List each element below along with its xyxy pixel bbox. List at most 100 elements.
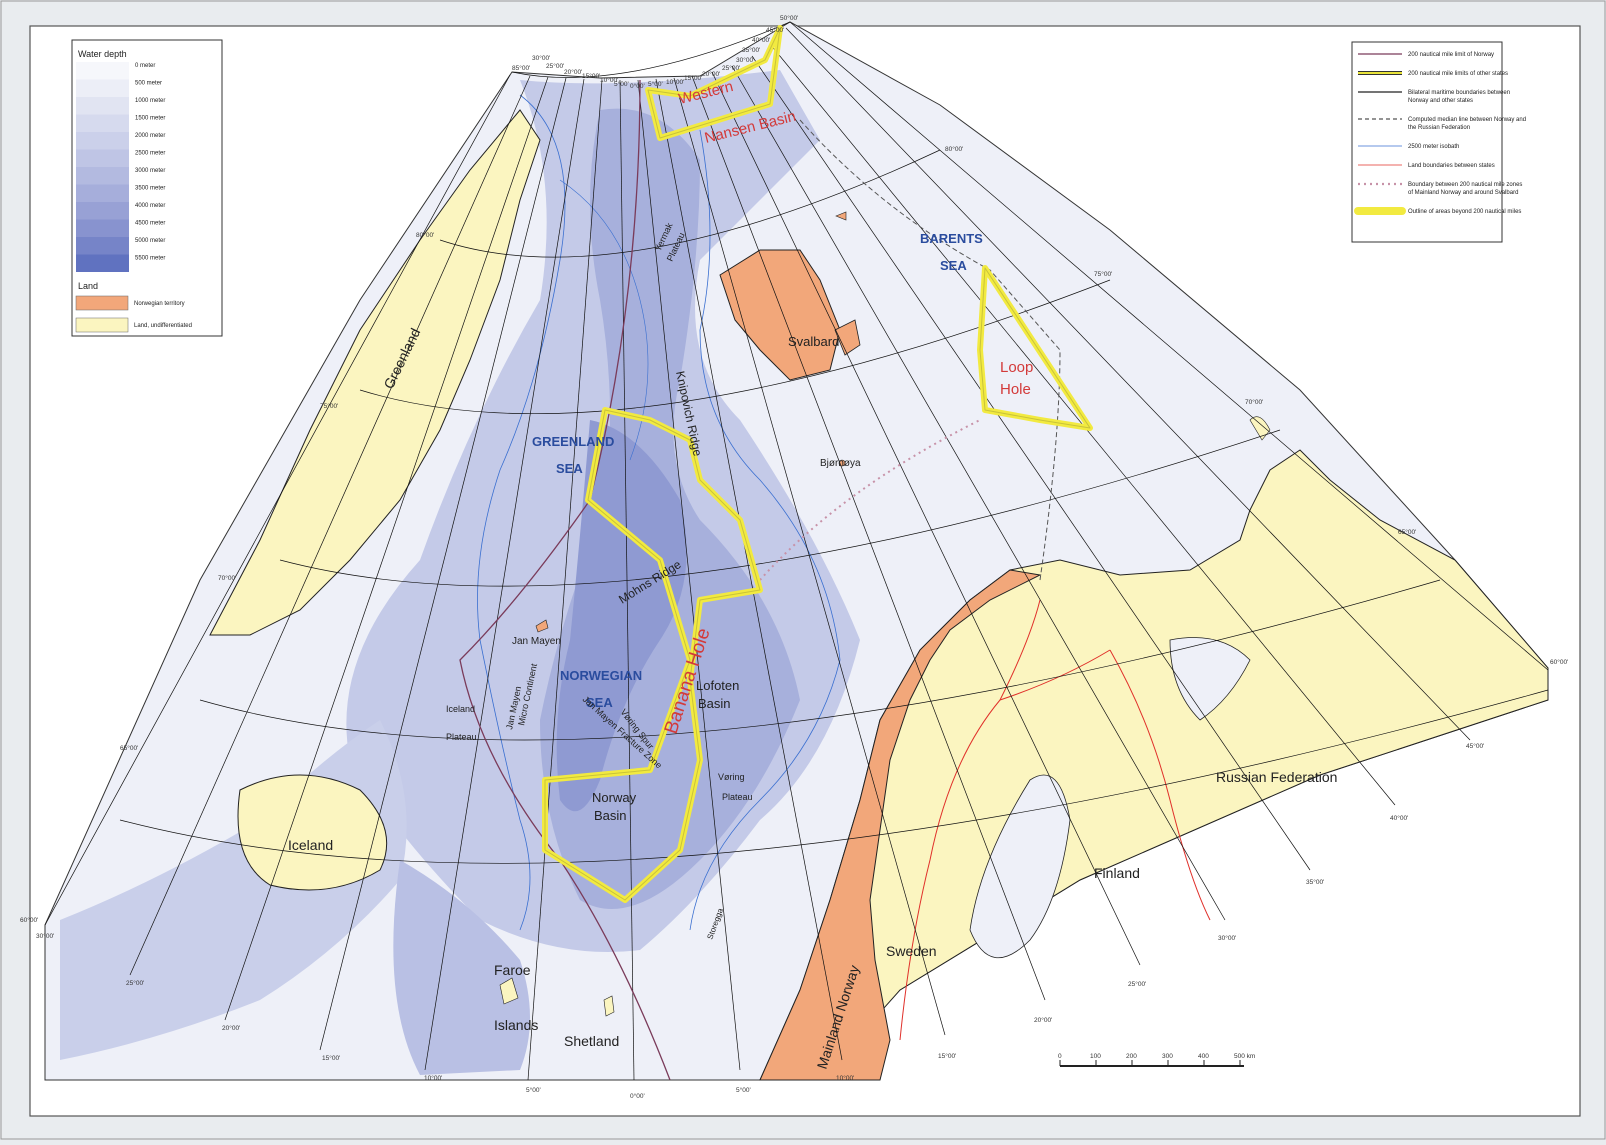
- top-lon-35e: 35°00': [742, 46, 760, 54]
- svalbard-island-east: [834, 319, 861, 356]
- label-jan-mayen: Jan Mayen: [512, 636, 561, 647]
- scale-label-200: 200: [1126, 1053, 1137, 1060]
- land-legend-title: Land: [78, 281, 98, 291]
- jan-mayen-land: [535, 619, 549, 633]
- right-lon-10e: 10°00': [836, 1074, 854, 1082]
- top-lon-20w: 20°00': [564, 68, 582, 76]
- faroe-shade: [393, 860, 530, 1075]
- label-loop: Loop: [1000, 359, 1033, 376]
- land-levels: Norwegian territory Land, undifferentiate…: [75, 295, 192, 333]
- label-norwegian-sea-1: NORWEGIAN: [560, 668, 642, 683]
- graticule-labels: 85°00' 80°00' 75°00' 70°00' 65°00' 60°00…: [20, 14, 1568, 1100]
- depth-swatch: [76, 254, 129, 272]
- left-lon-0: 0°00': [630, 1092, 645, 1100]
- label-norway: Norway: [592, 790, 637, 805]
- top-lon-10w: 10°00': [600, 76, 618, 84]
- depth-level-label: 1500 meter: [135, 116, 165, 122]
- label-iceland-plateau-1: Iceland: [446, 704, 475, 714]
- kvitoya-island: [835, 211, 847, 221]
- left-lon-30w: 30°00': [36, 932, 54, 940]
- label-voring-plateau-1: Vøring: [718, 772, 745, 782]
- depth-swatch: [76, 184, 129, 202]
- top-lon-30w: 30°00': [532, 54, 550, 62]
- label-lofoten: Lofoten: [696, 678, 739, 693]
- depth-swatch: [76, 114, 129, 132]
- depth-level-label: 0 meter: [135, 63, 155, 69]
- left-lon-25w: 25°00': [126, 979, 144, 987]
- line-legend-label: Land boundaries between states: [1408, 163, 1495, 169]
- right-lon-40e: 40°00': [1390, 814, 1408, 822]
- median-line: [799, 119, 1061, 581]
- right-lon-25e: 25°00': [1128, 980, 1146, 988]
- land-label: Land, undifferentiated: [134, 323, 192, 329]
- label-barents-sea: SEA: [940, 258, 967, 273]
- graticule-meridians: [44, 21, 1549, 1081]
- depth-swatch: [76, 167, 129, 185]
- faroe-land: [499, 977, 519, 1005]
- label-hole: Hole: [1000, 381, 1031, 398]
- top-lon-30e: 30°00': [736, 56, 754, 64]
- land-swatch: [75, 295, 129, 311]
- western-nansen-outline-inner: [647, 27, 781, 139]
- deepest-shade: [556, 420, 687, 812]
- gulf-of-bothnia: [969, 774, 1071, 958]
- isobath-inner: [559, 179, 649, 461]
- top-lon-0: 0°00': [630, 82, 645, 90]
- line-legend-label: the Russian Federation: [1408, 125, 1470, 131]
- banana-hole-outline-inner: [544, 409, 761, 901]
- top-lon-50e: 50°00': [780, 14, 798, 22]
- right-lat-label-65: 65°00': [1398, 528, 1416, 536]
- top-lon-40e: 40°00': [752, 36, 770, 44]
- white-sea: [1169, 637, 1251, 721]
- depth-swatch: [76, 149, 129, 167]
- scale-label-0: 0: [1058, 1053, 1062, 1060]
- depth-legend-title: Water depth: [78, 49, 127, 59]
- svalbard-mainland-boundary: [759, 419, 981, 581]
- line-legend-label: 2500 meter isobath: [1408, 144, 1459, 150]
- isobath-west: [477, 94, 566, 931]
- label-greenland-sea-2: SEA: [556, 461, 583, 476]
- right-lat-label-75: 75°00': [1094, 270, 1112, 278]
- land-swatch: [75, 317, 129, 333]
- depth-level-label: 1000 meter: [135, 98, 165, 104]
- scale-label-300: 300: [1162, 1053, 1173, 1060]
- depth-swatch: [76, 79, 129, 97]
- depth-level-label: 4000 meter: [135, 203, 165, 209]
- lat-label-60: 60°00': [20, 916, 38, 924]
- line-legend-label: Outline of areas beyond 200 nautical mil…: [1408, 209, 1521, 215]
- depth-legend: Water depth 0 meter 500 meter 1000 meter 15…: [71, 39, 223, 337]
- right-lat-label-60: 60°00': [1550, 658, 1568, 666]
- depth-level-label: 4500 meter: [135, 221, 165, 227]
- isobath-east: [689, 129, 841, 931]
- depth-swatch: [76, 237, 129, 255]
- depth-swatch: [76, 132, 129, 150]
- depth-level-label: 500 meter: [135, 81, 162, 87]
- iceland-land: [237, 774, 388, 891]
- depth-level-label: 2000 meter: [135, 133, 165, 139]
- svalbard-land: [719, 249, 841, 381]
- top-lon-20e: 20°00': [702, 70, 720, 78]
- right-lon-5e: 5°00': [736, 1086, 751, 1094]
- depth-level-label: 5000 meter: [135, 238, 165, 244]
- label-voring-plateau-2: Plateau: [722, 792, 753, 802]
- finland-russia-border: [1109, 649, 1211, 921]
- depth-level-label: 3500 meter: [135, 186, 165, 192]
- label-faroe: Faroe: [494, 962, 531, 978]
- depth-levels: 0 meter 500 meter 1000 meter 1500 meter 2000…: [76, 62, 165, 272]
- norway-territory: [759, 569, 1042, 1081]
- label-svalbard: Svalbard: [788, 334, 839, 349]
- label-shetland: Shetland: [564, 1033, 619, 1049]
- lat-label-80: 80°00': [416, 231, 434, 239]
- label-sweden: Sweden: [886, 943, 937, 959]
- line-legend-label: of Mainland Norway and around Svalbard: [1408, 190, 1518, 196]
- sweden-norway-border: [899, 599, 1041, 1041]
- loop-hole-outline-inner: [979, 267, 1091, 429]
- right-lon-15e: 15°00': [938, 1052, 956, 1060]
- shetland-land: [603, 995, 615, 1017]
- right-lat-label-70: 70°00': [1245, 398, 1263, 406]
- lat-label-65: 65°00': [120, 744, 138, 752]
- label-bjornoya: Bjørnøya: [820, 458, 861, 469]
- top-lon-25e: 25°00': [722, 64, 740, 72]
